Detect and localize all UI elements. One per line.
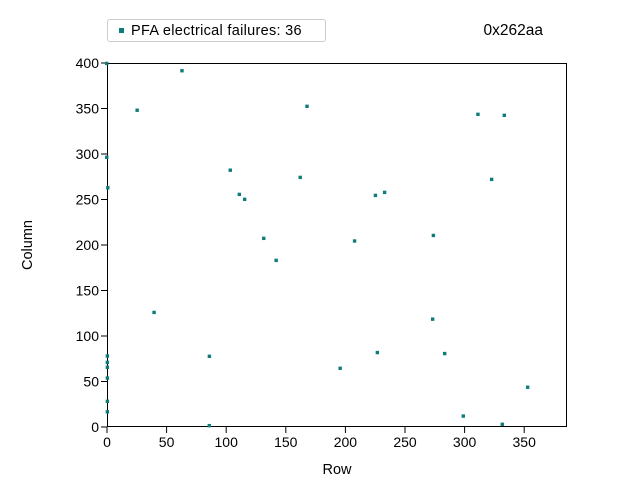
svg-text:300: 300 xyxy=(453,434,477,450)
svg-text:Row: Row xyxy=(322,462,352,478)
svg-text:0: 0 xyxy=(103,434,111,450)
svg-text:100: 100 xyxy=(76,328,100,344)
svg-text:150: 150 xyxy=(274,434,298,450)
svg-text:300: 300 xyxy=(76,146,100,162)
svg-text:200: 200 xyxy=(334,434,358,450)
svg-text:350: 350 xyxy=(76,101,100,117)
svg-text:250: 250 xyxy=(76,192,100,208)
svg-text:100: 100 xyxy=(215,434,239,450)
svg-text:200: 200 xyxy=(76,237,100,253)
svg-text:50: 50 xyxy=(159,434,175,450)
svg-text:50: 50 xyxy=(83,374,99,390)
svg-text:Column: Column xyxy=(20,220,36,270)
svg-text:150: 150 xyxy=(76,283,100,299)
svg-text:0: 0 xyxy=(91,419,99,435)
svg-text:350: 350 xyxy=(513,434,537,450)
svg-text:400: 400 xyxy=(76,55,100,71)
svg-text:250: 250 xyxy=(393,434,417,450)
